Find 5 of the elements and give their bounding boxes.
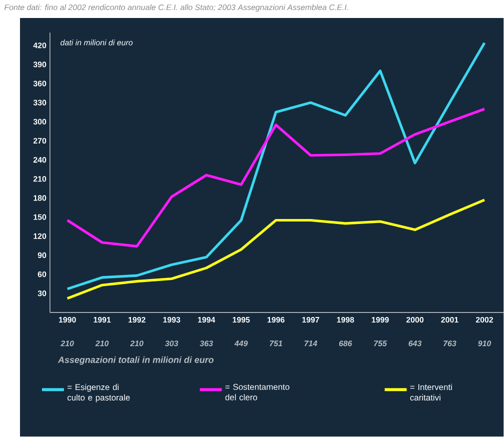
- legend-label: = Interventi caritativi: [410, 384, 452, 401]
- line-series: [66, 198, 486, 300]
- x-axis-title: Assegnazioni totali in milioni di euro: [58, 356, 214, 365]
- legend-label: = Sostentamento del clero: [225, 384, 290, 400]
- legend-label: = Esigenze di culto e pastorale: [68, 384, 130, 402]
